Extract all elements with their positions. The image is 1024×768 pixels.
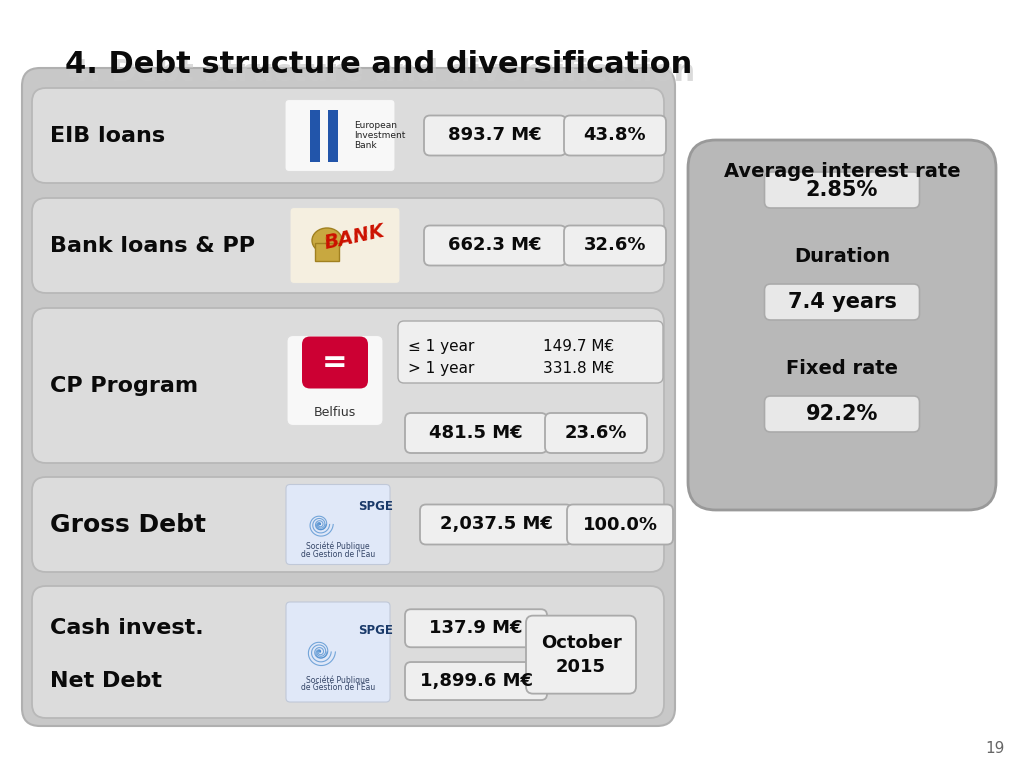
Text: 331.8 M€: 331.8 M€ — [543, 361, 614, 376]
Text: ≤ 1 year: ≤ 1 year — [408, 339, 474, 354]
FancyBboxPatch shape — [765, 284, 920, 320]
FancyBboxPatch shape — [287, 336, 383, 425]
Text: 7.4 years: 7.4 years — [787, 292, 896, 312]
Text: BANK: BANK — [323, 222, 387, 253]
FancyBboxPatch shape — [286, 485, 390, 564]
Text: Investment: Investment — [354, 131, 406, 140]
Text: 100.0%: 100.0% — [583, 515, 657, 534]
Text: 32.6%: 32.6% — [584, 237, 646, 254]
FancyBboxPatch shape — [545, 413, 647, 453]
Text: Net Debt: Net Debt — [50, 671, 162, 691]
FancyBboxPatch shape — [285, 100, 395, 171]
Text: 662.3 M€: 662.3 M€ — [449, 237, 542, 254]
FancyBboxPatch shape — [32, 477, 664, 572]
FancyBboxPatch shape — [406, 609, 547, 647]
Text: 4. Debt structure and diversification: 4. Debt structure and diversification — [68, 58, 695, 87]
Text: Cash invest.: Cash invest. — [50, 618, 204, 638]
FancyBboxPatch shape — [22, 68, 675, 726]
FancyBboxPatch shape — [564, 115, 666, 155]
Text: Société Publique: Société Publique — [306, 541, 370, 551]
FancyBboxPatch shape — [32, 198, 664, 293]
Text: 2,037.5 M€: 2,037.5 M€ — [439, 515, 552, 534]
Text: 1,899.6 M€: 1,899.6 M€ — [420, 672, 532, 690]
FancyBboxPatch shape — [406, 413, 547, 453]
FancyBboxPatch shape — [420, 505, 572, 545]
Bar — [315, 243, 339, 260]
Bar — [328, 110, 338, 161]
Text: 2015: 2015 — [556, 657, 606, 676]
FancyBboxPatch shape — [286, 602, 390, 702]
Text: 43.8%: 43.8% — [584, 127, 646, 144]
FancyBboxPatch shape — [398, 321, 663, 383]
FancyBboxPatch shape — [567, 505, 673, 545]
Text: CP Program: CP Program — [50, 376, 198, 396]
Text: =: = — [323, 348, 348, 377]
Text: 137.9 M€: 137.9 M€ — [429, 619, 522, 637]
FancyBboxPatch shape — [564, 226, 666, 266]
Text: de Gestion de l'Eau: de Gestion de l'Eau — [301, 550, 375, 559]
Text: Bank: Bank — [354, 141, 377, 150]
Bar — [310, 110, 319, 161]
Text: 481.5 M€: 481.5 M€ — [429, 424, 523, 442]
Text: 23.6%: 23.6% — [565, 424, 628, 442]
FancyBboxPatch shape — [526, 616, 636, 694]
Text: Duration: Duration — [794, 247, 890, 266]
FancyBboxPatch shape — [765, 396, 920, 432]
FancyBboxPatch shape — [32, 586, 664, 718]
Text: Belfius: Belfius — [314, 406, 356, 419]
Text: European: European — [354, 121, 397, 130]
Text: Gross Debt: Gross Debt — [50, 512, 206, 537]
FancyBboxPatch shape — [406, 662, 547, 700]
Text: 4. Debt structure and diversification: 4. Debt structure and diversification — [65, 50, 692, 79]
FancyBboxPatch shape — [765, 172, 920, 208]
FancyBboxPatch shape — [302, 336, 368, 389]
Text: SPGE: SPGE — [358, 500, 393, 513]
Text: SPGE: SPGE — [358, 624, 393, 637]
Text: EIB loans: EIB loans — [50, 125, 165, 145]
Text: Fixed rate: Fixed rate — [786, 359, 898, 378]
FancyBboxPatch shape — [424, 115, 566, 155]
FancyBboxPatch shape — [290, 207, 400, 283]
Text: Average interest rate: Average interest rate — [724, 162, 961, 181]
Text: 149.7 M€: 149.7 M€ — [543, 339, 614, 354]
Text: October: October — [541, 634, 622, 651]
Text: 92.2%: 92.2% — [806, 404, 879, 424]
FancyBboxPatch shape — [32, 308, 664, 463]
Text: 19: 19 — [986, 741, 1005, 756]
Text: de Gestion de l'Eau: de Gestion de l'Eau — [301, 684, 375, 693]
Text: Société Publique: Société Publique — [306, 675, 370, 685]
FancyBboxPatch shape — [688, 140, 996, 510]
Text: > 1 year: > 1 year — [408, 361, 474, 376]
Text: 893.7 M€: 893.7 M€ — [449, 127, 542, 144]
Text: 2.85%: 2.85% — [806, 180, 879, 200]
FancyBboxPatch shape — [32, 88, 664, 183]
Text: Bank loans & PP: Bank loans & PP — [50, 236, 255, 256]
FancyBboxPatch shape — [424, 226, 566, 266]
Ellipse shape — [312, 228, 342, 253]
